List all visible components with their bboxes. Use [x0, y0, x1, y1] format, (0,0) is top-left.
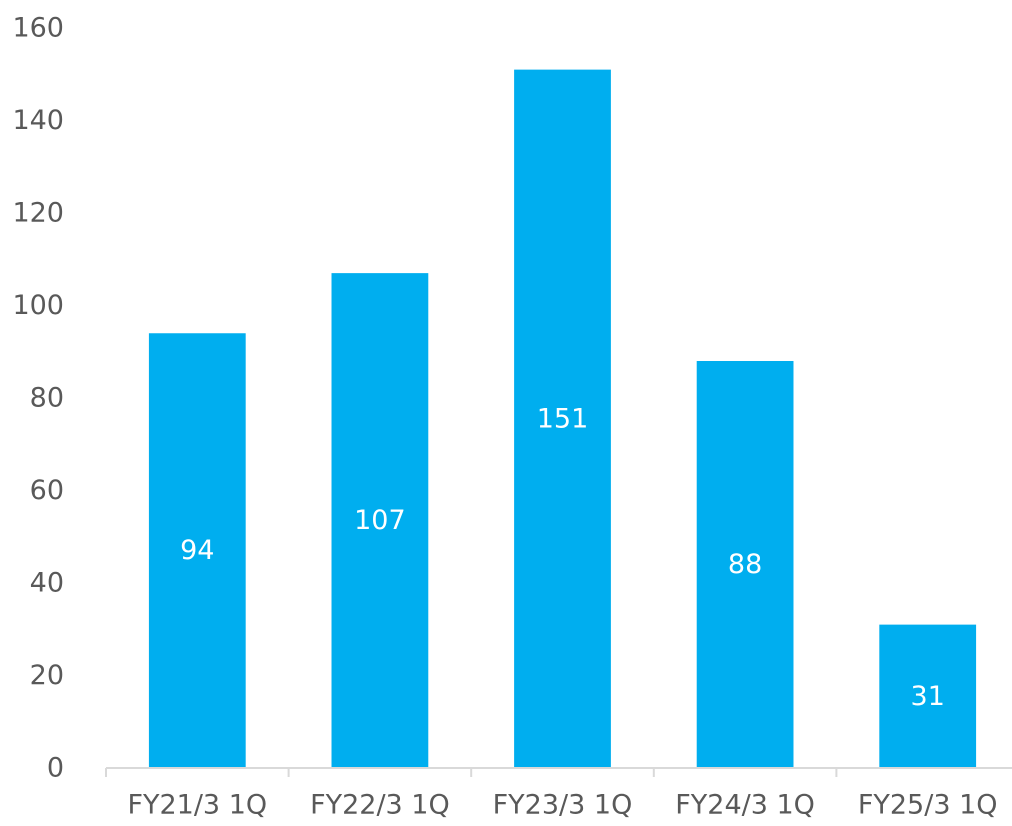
bar-data-labels: 94 107 151 88 31 [180, 403, 945, 712]
bar-data-label: 94 [180, 535, 214, 566]
x-category-label: FY22/3 1Q [310, 790, 450, 821]
x-category-label: FY21/3 1Q [127, 790, 267, 821]
x-category-label: FY25/3 1Q [858, 790, 998, 821]
y-tick-label: 20 [30, 660, 64, 691]
y-tick-label: 80 [30, 383, 64, 414]
bar-data-label: 151 [537, 403, 589, 434]
y-tick-label: 100 [12, 290, 64, 321]
y-tick-label: 160 [12, 13, 64, 44]
bar [879, 624, 977, 768]
bar-data-label: 107 [354, 505, 406, 536]
x-axis [105, 767, 1012, 777]
x-category-label: FY24/3 1Q [675, 790, 815, 821]
bar [696, 361, 794, 768]
bar-data-label: 88 [728, 549, 762, 580]
y-tick-label: 140 [12, 105, 64, 136]
y-tick-label: 120 [12, 198, 64, 229]
x-category-label: FY23/3 1Q [493, 790, 633, 821]
bar-data-label: 31 [911, 681, 945, 712]
bar [514, 69, 611, 768]
y-tick-label: 0 [47, 753, 64, 784]
x-axis-category-labels: FY21/3 1Q FY22/3 1Q FY23/3 1Q FY24/3 1Q FY25… [127, 790, 997, 821]
y-axis-tick-labels: 0 20 40 60 80 100 120 140 160 [12, 13, 64, 784]
bar [331, 273, 429, 768]
bar [148, 333, 246, 768]
bars [148, 69, 977, 768]
y-tick-label: 40 [30, 568, 64, 599]
y-tick-label: 60 [30, 475, 64, 506]
